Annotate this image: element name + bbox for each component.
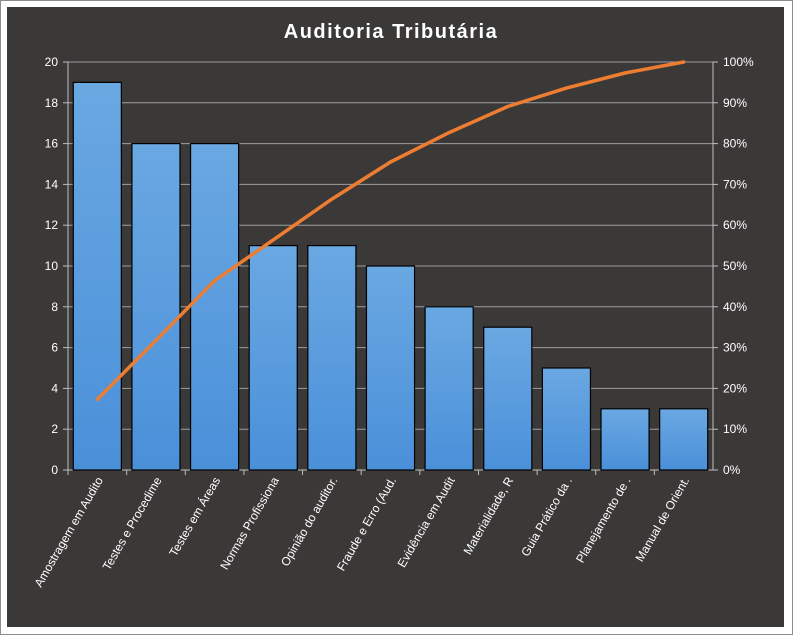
y-tick-label: 6 <box>51 341 58 355</box>
bars <box>72 81 709 471</box>
cumulative-line <box>95 60 686 402</box>
x-tick-label: Normas Profissiona <box>217 474 282 572</box>
y2-tick-label: 0% <box>723 463 741 477</box>
y-tick-label: 14 <box>45 177 59 191</box>
x-tick-label: Manual de Orient. <box>632 475 692 565</box>
y-tick-label: 0 <box>51 463 58 477</box>
y-tick-label: 10 <box>45 259 59 273</box>
x-tick-label: Testes e Procedime <box>100 474 165 573</box>
bar <box>424 306 474 471</box>
x-tick-label: Guia Prático da . <box>518 475 575 559</box>
bar <box>189 143 240 471</box>
y2-tick-label: 30% <box>723 341 747 355</box>
y-tick-label: 4 <box>51 381 58 395</box>
bar <box>72 81 122 471</box>
x-tick-label: Amostragem em Audito <box>31 474 106 589</box>
bar <box>307 245 357 471</box>
y-axis-left: 0 2 4 6 8 10 12 14 16 18 20 <box>45 55 68 477</box>
bar <box>483 326 533 471</box>
y2-tick-label: 10% <box>723 422 747 436</box>
bar <box>365 265 416 471</box>
chart-title: Auditoria Tributária <box>284 21 498 43</box>
y-tick-label: 16 <box>45 137 59 151</box>
bar <box>131 143 181 471</box>
x-tick-label: Opinião do auditor. <box>278 475 340 569</box>
y2-tick-label: 50% <box>723 259 747 273</box>
y-tick-label: 8 <box>51 300 58 314</box>
y-tick-label: 2 <box>51 422 58 436</box>
y-axis-right: 0% 10% 20% 30% 40% 50% 60% 70% 80% 90% 100% <box>713 55 754 477</box>
x-tick-label: Fraude e Erro (Aud. <box>334 475 399 574</box>
y-tick-label: 20 <box>45 55 59 69</box>
y-tick-label: 12 <box>45 218 59 232</box>
y2-tick-label: 20% <box>723 381 747 395</box>
cumulative-line-layer <box>95 60 686 402</box>
bar <box>248 245 298 471</box>
y2-tick-label: 90% <box>723 96 747 110</box>
y2-tick-label: 40% <box>723 300 747 314</box>
bar <box>600 408 650 471</box>
bar <box>541 367 592 471</box>
x-tick-label: Planejamento de . <box>573 475 633 566</box>
y2-tick-label: 80% <box>723 137 747 151</box>
y2-tick-label: 100% <box>723 55 754 69</box>
y2-tick-label: 70% <box>723 177 747 191</box>
x-tick-label: Materialidade, R <box>461 474 517 557</box>
y-tick-label: 18 <box>45 96 59 110</box>
bar <box>659 408 709 471</box>
x-tick-label: Evidência em Audit <box>395 474 458 570</box>
y2-tick-label: 60% <box>723 218 747 232</box>
x-tick-label: Testes em Áreas <box>166 474 224 559</box>
